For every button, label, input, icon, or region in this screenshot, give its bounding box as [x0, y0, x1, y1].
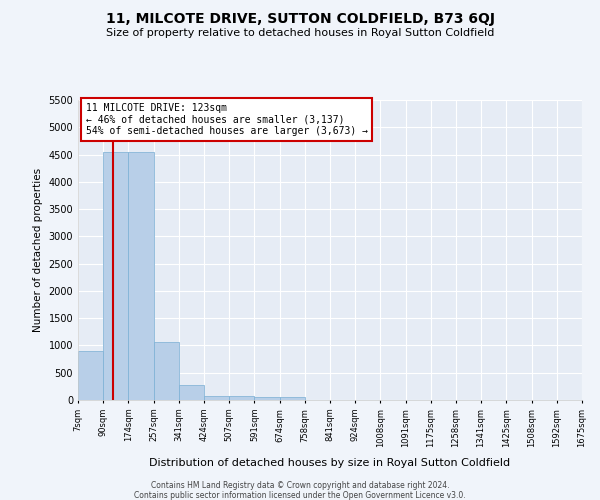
Y-axis label: Number of detached properties: Number of detached properties [33, 168, 43, 332]
Bar [280, 397, 305, 400]
Bar [179, 386, 204, 400]
Bar [154, 342, 179, 400]
Text: Contains HM Land Registry data © Crown copyright and database right 2024.: Contains HM Land Registry data © Crown c… [151, 481, 449, 490]
Text: Size of property relative to detached houses in Royal Sutton Coldfield: Size of property relative to detached ho… [106, 28, 494, 38]
Text: 11, MILCOTE DRIVE, SUTTON COLDFIELD, B73 6QJ: 11, MILCOTE DRIVE, SUTTON COLDFIELD, B73… [106, 12, 494, 26]
Text: Contains public sector information licensed under the Open Government Licence v3: Contains public sector information licen… [134, 491, 466, 500]
Bar [78, 351, 103, 400]
Bar [204, 396, 229, 400]
Text: 11 MILCOTE DRIVE: 123sqm
← 46% of detached houses are smaller (3,137)
54% of sem: 11 MILCOTE DRIVE: 123sqm ← 46% of detach… [86, 103, 368, 136]
Bar [254, 397, 280, 400]
Bar [103, 152, 128, 400]
Bar [229, 396, 254, 400]
Bar [128, 152, 154, 400]
Text: Distribution of detached houses by size in Royal Sutton Coldfield: Distribution of detached houses by size … [149, 458, 511, 468]
